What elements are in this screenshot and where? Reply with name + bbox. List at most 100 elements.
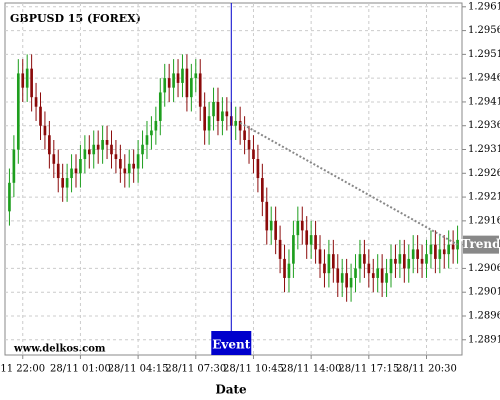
candle-body <box>92 144 96 155</box>
candle-body <box>127 163 131 174</box>
candle-body <box>8 182 11 212</box>
y-tick-label: 1.2896 <box>468 310 500 321</box>
candle-body <box>247 139 251 150</box>
candle-body <box>425 254 428 264</box>
candle-body <box>394 258 397 264</box>
candle-body <box>376 268 380 278</box>
candle-body <box>327 254 331 274</box>
x-tick-label: 28/11 07:30 <box>165 364 226 375</box>
candle-body <box>198 73 202 107</box>
candle-body <box>70 168 73 179</box>
y-tick-label: 1.2931 <box>468 144 500 155</box>
trend-label: Trend <box>461 237 500 251</box>
candle-body <box>385 273 388 283</box>
candle-body <box>203 106 206 131</box>
candle-body <box>238 120 242 131</box>
candle-body <box>438 249 442 259</box>
candle-body <box>318 249 322 264</box>
candle-body <box>163 78 167 93</box>
candle-body <box>367 263 371 274</box>
candle-body <box>96 144 100 150</box>
candle-body <box>309 235 313 245</box>
candle-body <box>292 235 295 264</box>
event-label: Event <box>212 338 250 352</box>
candle-body <box>167 78 171 88</box>
candle-body <box>314 235 317 250</box>
candle-body <box>354 268 357 278</box>
x-tick-label: 28/11 10:45 <box>223 364 284 375</box>
y-tick-label: 1.2906 <box>468 263 500 274</box>
x-tick-label: 28/11 14:00 <box>281 364 342 375</box>
candle-body <box>447 244 451 255</box>
candle-body <box>16 73 20 150</box>
candle-body <box>269 220 273 231</box>
candle-body <box>48 135 51 155</box>
candle-body <box>141 144 144 155</box>
trend-line <box>239 121 459 246</box>
candle-body <box>207 116 211 131</box>
candle-body <box>411 249 415 259</box>
y-tick-label: 1.2946 <box>468 73 500 84</box>
candle-body <box>185 68 189 98</box>
x-tick-label: 28/11 01:00 <box>50 364 111 375</box>
candle-body <box>305 230 309 245</box>
candle-body <box>300 220 304 231</box>
candle-body <box>323 263 326 274</box>
candle-body <box>380 268 384 283</box>
candle-body <box>225 111 229 117</box>
candle-body <box>74 168 78 174</box>
candle-body <box>194 73 198 79</box>
candle-body <box>136 154 140 169</box>
candle-body <box>150 130 153 136</box>
candle-body <box>105 139 109 145</box>
candle-body <box>43 125 47 136</box>
candle-body <box>132 163 136 169</box>
y-tick-label: 1.2901 <box>468 287 500 298</box>
candle-body <box>389 258 393 274</box>
y-tick-label: 1.2941 <box>468 96 500 107</box>
candle-body <box>261 178 264 202</box>
candle-body <box>434 244 437 259</box>
candle-body <box>234 120 238 126</box>
candle-body <box>123 168 127 174</box>
candle-body <box>358 254 362 269</box>
candle-body <box>278 239 282 259</box>
candle-body <box>61 178 65 188</box>
candle-body <box>363 254 366 264</box>
candle-body <box>243 130 246 140</box>
candle-body <box>349 277 353 288</box>
y-tick-label: 1.2916 <box>468 215 500 226</box>
x-tick-label: 28/11 17:15 <box>338 364 399 375</box>
candle-body <box>336 268 340 283</box>
candle-body <box>56 163 60 179</box>
candle-body <box>30 68 33 98</box>
candle-body <box>190 78 193 98</box>
x-tick-label: 28/11 20:30 <box>396 364 457 375</box>
x-axis-label: Date <box>215 383 247 397</box>
candle-body <box>451 244 455 250</box>
candle-body <box>176 73 180 83</box>
candle-body <box>256 159 260 179</box>
candle-body <box>39 106 42 126</box>
event-label-box <box>211 331 252 355</box>
y-tick-label: 1.2956 <box>468 25 500 36</box>
candle-body <box>25 68 29 88</box>
candle-body <box>154 120 158 131</box>
candle-body <box>287 263 291 278</box>
candle-body <box>79 159 82 174</box>
candle-body <box>158 92 162 121</box>
candle-body <box>110 144 113 155</box>
candle-body <box>34 97 38 107</box>
candle-body <box>274 220 277 240</box>
candle-body <box>407 258 411 269</box>
y-tick-label: 1.2936 <box>468 120 500 131</box>
candle-body <box>331 254 335 269</box>
x-tick-label: 11 22:00 <box>0 364 45 375</box>
candle-body <box>114 154 118 160</box>
candle-body <box>371 273 375 278</box>
y-tick-label: 1.2961 <box>468 1 500 12</box>
candle-body <box>416 249 419 259</box>
candle-body <box>83 149 87 160</box>
candle-body <box>442 249 446 255</box>
